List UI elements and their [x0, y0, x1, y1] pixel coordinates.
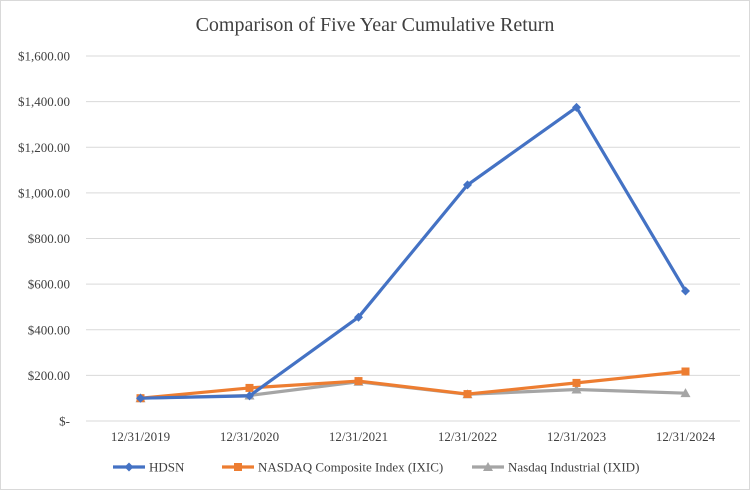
x-axis-tick-labels: 12/31/2019 12/31/2020 12/31/2021 12/31/2022…	[111, 429, 716, 444]
diamond-marker	[681, 286, 690, 296]
triangle-marker	[483, 462, 493, 471]
legend-item: HDSN	[113, 460, 185, 475]
legend-label: Nasdaq Industrial (IXID)	[508, 460, 639, 475]
y-tick-label: $400.00	[28, 322, 70, 337]
triangle-marker	[571, 384, 582, 394]
y-tick-label: $1,000.00	[18, 185, 70, 200]
x-tick-label: 12/31/2020	[220, 429, 279, 444]
diamond-marker	[572, 102, 581, 112]
x-tick-label: 12/31/2021	[329, 429, 388, 444]
y-tick-label: $800.00	[28, 231, 70, 246]
square-marker	[681, 367, 690, 376]
x-tick-label: 12/31/2019	[111, 429, 170, 444]
diamond-marker	[463, 180, 472, 190]
triangle-marker	[680, 388, 691, 398]
square-marker	[245, 383, 254, 392]
square-marker	[572, 378, 581, 387]
chart-title: Comparison of Five Year Cumulative Retur…	[195, 14, 555, 36]
series-line	[140, 105, 687, 400]
gridlines	[86, 55, 740, 422]
legend-item: NASDAQ Composite Index (IXIC)	[222, 460, 443, 475]
y-tick-label: $-	[59, 414, 70, 429]
y-axis-tick-labels: $- $200.00 $400.00 $600.00 $800.00 $1,000.00 $…	[18, 49, 70, 429]
square-marker	[463, 390, 472, 399]
series-line	[140, 369, 686, 400]
y-tick-label: $1,400.00	[18, 94, 70, 109]
series-lines	[135, 102, 691, 403]
diamond-marker	[136, 393, 145, 403]
legend-item: Nasdaq Industrial (IXID)	[472, 460, 639, 475]
x-tick-label: 12/31/2023	[547, 429, 606, 444]
series-0	[136, 102, 690, 403]
y-tick-label: $1,600.00	[18, 49, 70, 64]
legend: HDSN NASDAQ Composite Index (IXIC) Nasdaq …	[113, 460, 639, 475]
y-tick-label: $600.00	[28, 277, 70, 292]
x-tick-label: 12/31/2022	[438, 429, 497, 444]
square-marker	[354, 377, 363, 386]
diamond-marker	[245, 391, 254, 401]
legend-label: HDSN	[149, 460, 185, 475]
legend-label: NASDAQ Composite Index (IXIC)	[258, 460, 443, 475]
y-tick-label: $200.00	[28, 368, 70, 383]
diamond-marker	[124, 462, 134, 472]
square-marker	[234, 463, 242, 471]
diamond-marker	[354, 312, 363, 322]
x-tick-label: 12/31/2024	[656, 429, 716, 444]
y-tick-label: $1,200.00	[18, 140, 70, 155]
